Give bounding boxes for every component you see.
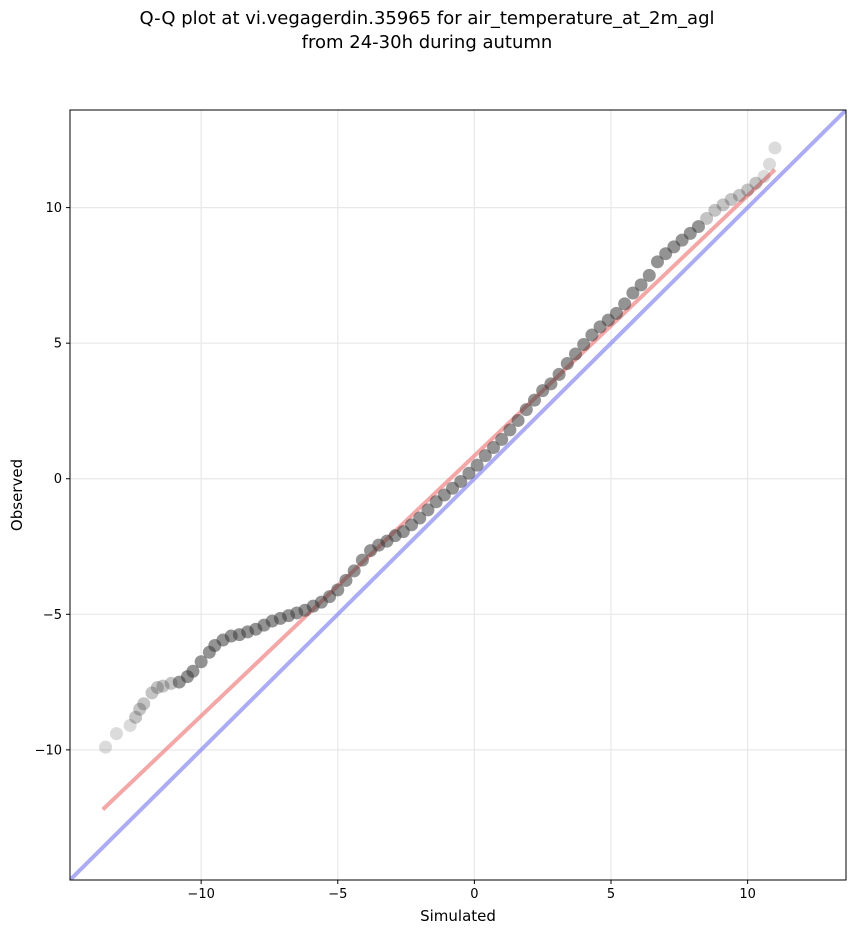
y-tick-label: 0 (54, 472, 62, 487)
quantile-point (109, 727, 123, 741)
identity-line (70, 110, 846, 880)
quantile-point (186, 664, 200, 678)
quantile-point (145, 686, 159, 700)
quantile-point (708, 203, 722, 217)
quantile-point (413, 511, 427, 525)
y-tick-label: −5 (43, 608, 62, 623)
quantile-point (634, 278, 648, 292)
quantile-point (347, 564, 361, 578)
chart-title: Q-Q plot at vi.vegagerdin.35965 for air_… (139, 8, 715, 29)
quantile-points (99, 141, 782, 754)
y-tick-label: 5 (54, 337, 62, 352)
quantile-point (700, 211, 714, 225)
quantile-point (156, 679, 170, 693)
quantile-point (99, 740, 113, 754)
quantile-point (487, 441, 501, 455)
quantile-point (552, 367, 566, 381)
x-tick-label: −5 (328, 887, 347, 902)
quantile-point (339, 573, 353, 587)
quantile-point (768, 141, 782, 155)
quantile-point (123, 718, 137, 732)
y-axis-label: Observed (8, 459, 26, 531)
y-tick-label: 10 (45, 201, 62, 216)
quantile-point (749, 176, 763, 190)
reference-lines (70, 110, 846, 880)
fit-line (101, 168, 777, 811)
quantile-point (150, 681, 164, 694)
quantile-point (626, 286, 640, 300)
quantile-point (757, 169, 771, 183)
quantile-point (129, 710, 143, 724)
quantile-point (511, 413, 525, 427)
quantile-point (470, 458, 484, 472)
quantile-point (560, 357, 574, 371)
quantile-point (724, 192, 738, 206)
x-tick-label: 0 (470, 887, 478, 902)
quantile-point (544, 377, 558, 391)
quantile-point (355, 553, 369, 567)
quantile-point (609, 306, 623, 320)
x-tick-label: −10 (187, 887, 214, 902)
plot-frame (69, 109, 847, 881)
quantile-point (528, 393, 542, 407)
y-tick-label: −10 (35, 743, 62, 758)
quantile-point (519, 403, 533, 417)
quantile-point (478, 449, 492, 463)
quantile-point (618, 297, 632, 311)
quantile-point (732, 188, 746, 202)
quantile-point (133, 702, 147, 716)
y-axis-ticks: −10 −5 0 5 10 (35, 201, 70, 758)
quantile-point (495, 432, 509, 446)
quantile-point (421, 503, 435, 517)
quantile-point (691, 220, 705, 234)
quantile-point (650, 255, 664, 269)
x-axis-label: Simulated (420, 907, 496, 925)
grid-lines (70, 110, 846, 880)
quantile-point (568, 347, 582, 361)
quantile-point (741, 183, 755, 197)
quantile-point (585, 328, 599, 342)
quantile-point (716, 198, 730, 212)
quantile-point (331, 583, 345, 597)
quantile-point (762, 157, 776, 171)
quantile-point (462, 466, 476, 480)
quantile-point (642, 268, 656, 282)
quantile-point (503, 423, 517, 437)
quantile-point (137, 697, 151, 711)
quantile-point (577, 338, 591, 352)
x-tick-label: 10 (739, 887, 756, 902)
quantile-point (454, 474, 468, 488)
chart-subtitle: from 24-30h during autumn (301, 32, 553, 53)
quantile-point (194, 655, 208, 669)
x-tick-label: 5 (607, 887, 615, 902)
x-axis-ticks: −10 −5 0 5 10 (187, 880, 756, 902)
